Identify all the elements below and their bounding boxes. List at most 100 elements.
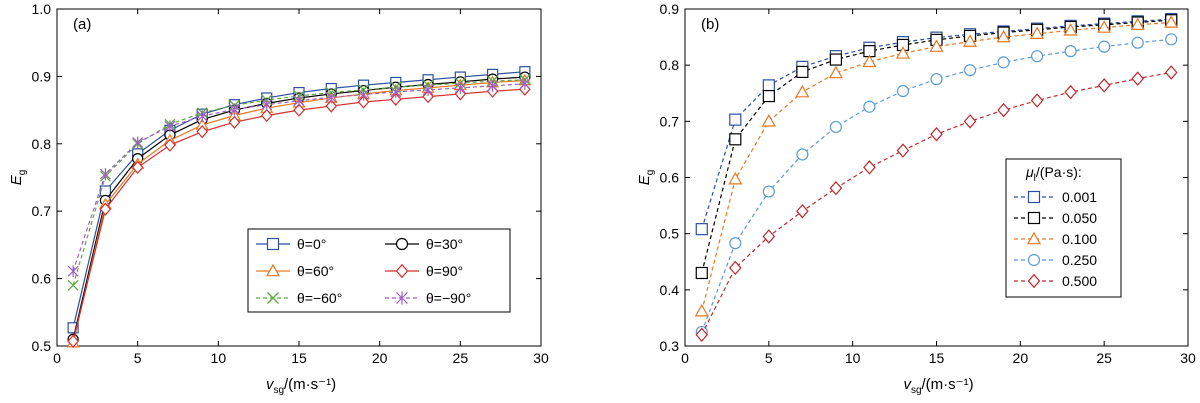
series-5 bbox=[67, 77, 531, 278]
data-point bbox=[196, 110, 208, 123]
data-point bbox=[997, 102, 1010, 118]
data-point bbox=[1030, 93, 1044, 108]
data-point bbox=[694, 303, 709, 317]
legend-label: θ=90° bbox=[426, 263, 463, 279]
data-point bbox=[930, 127, 943, 142]
y-axis-label-sub: g bbox=[645, 170, 656, 176]
legend-item-0: θ=0° bbox=[256, 236, 326, 252]
x-tick-label: 10 bbox=[845, 350, 861, 366]
data-point bbox=[1063, 23, 1078, 36]
data-point bbox=[1064, 45, 1077, 58]
data-point bbox=[164, 120, 176, 133]
data-point bbox=[1131, 36, 1144, 49]
legend-label: θ=60° bbox=[297, 263, 334, 279]
data-point bbox=[829, 120, 843, 134]
data-point bbox=[196, 125, 208, 139]
series-line bbox=[701, 38, 1172, 333]
x-tick-label: 10 bbox=[211, 350, 227, 366]
data-point bbox=[863, 160, 876, 175]
data-point bbox=[963, 64, 977, 77]
data-point bbox=[729, 237, 742, 250]
data-point bbox=[67, 322, 79, 334]
y-tick-label: 1.0 bbox=[32, 1, 52, 17]
data-point bbox=[962, 34, 978, 47]
data-point bbox=[796, 65, 809, 79]
data-point bbox=[795, 84, 810, 98]
data-point bbox=[67, 265, 79, 278]
data-point bbox=[1030, 26, 1045, 39]
data-point bbox=[796, 203, 809, 219]
data-point bbox=[519, 77, 531, 90]
series-4 bbox=[695, 65, 1178, 343]
x-tick-label: 30 bbox=[1180, 350, 1196, 366]
data-point bbox=[454, 81, 466, 94]
data-point bbox=[863, 100, 876, 113]
y-tick-label: 0.4 bbox=[660, 282, 680, 298]
data-point bbox=[1030, 50, 1044, 63]
data-point bbox=[930, 73, 943, 86]
legend-title-unit: /(Pa·s): bbox=[1036, 164, 1082, 180]
legend-box bbox=[247, 228, 511, 313]
data-point bbox=[896, 143, 910, 158]
data-point bbox=[132, 136, 144, 149]
legend-title: μl/(Pa·s): bbox=[1025, 164, 1082, 184]
y-tick-label: 0.3 bbox=[660, 338, 680, 354]
legend-title-sub: l bbox=[1034, 173, 1036, 184]
legend-label: 0.250 bbox=[1062, 252, 1097, 268]
y-axis-label: Eg bbox=[636, 170, 656, 186]
data-point bbox=[895, 46, 911, 59]
x-tick-label: 0 bbox=[681, 350, 689, 366]
y-tick-label: 0.7 bbox=[660, 113, 680, 129]
legend-title-main: μ bbox=[1025, 164, 1034, 180]
x-axis-label: vsg/(m·s⁻¹) bbox=[903, 376, 973, 396]
panel-label: (b) bbox=[701, 16, 719, 33]
x-axis-label-sub: sg bbox=[911, 385, 922, 396]
data-point bbox=[729, 133, 742, 146]
legend-item-4: 0.500 bbox=[1014, 273, 1097, 289]
legend-label: θ=−90° bbox=[426, 290, 471, 306]
data-point bbox=[762, 89, 775, 103]
y-axis-label-sub: g bbox=[17, 170, 28, 176]
x-tick-label: 15 bbox=[929, 350, 945, 366]
data-point bbox=[728, 171, 743, 185]
data-point bbox=[293, 103, 305, 117]
data-point bbox=[963, 114, 977, 129]
legend-item-1: θ=30° bbox=[385, 236, 463, 252]
data-point bbox=[1165, 33, 1178, 46]
data-point bbox=[325, 99, 338, 113]
legend-label: θ=30° bbox=[426, 236, 463, 252]
y-tick-label: 0.6 bbox=[660, 170, 680, 186]
data-point bbox=[1097, 20, 1112, 33]
data-point bbox=[762, 185, 775, 198]
y-tick-label: 0.5 bbox=[32, 338, 52, 354]
data-point bbox=[695, 327, 709, 343]
legend-item-5: θ=−90° bbox=[385, 290, 471, 306]
data-point bbox=[1064, 84, 1077, 100]
y-axis-label: Eg bbox=[8, 170, 28, 186]
data-point bbox=[390, 92, 402, 106]
y-tick-label: 0.9 bbox=[32, 68, 52, 84]
x-tick-label: 25 bbox=[453, 350, 469, 366]
y-tick-label: 0.7 bbox=[32, 203, 52, 219]
data-point bbox=[390, 85, 402, 98]
series-line bbox=[701, 21, 1172, 312]
data-point bbox=[1130, 17, 1145, 31]
x-tick-label: 25 bbox=[1096, 350, 1112, 366]
data-point bbox=[228, 115, 241, 129]
legend-label: θ=0° bbox=[297, 236, 326, 252]
x-axis-label-unit: /(m·s⁻¹) bbox=[284, 376, 336, 393]
x-tick-label: 5 bbox=[134, 350, 142, 366]
series-2 bbox=[694, 15, 1179, 317]
data-point bbox=[729, 260, 742, 276]
data-point bbox=[261, 98, 273, 111]
legend-item-0: 0.001 bbox=[1014, 189, 1097, 205]
data-point bbox=[828, 65, 843, 79]
legend: μl/(Pa·s): 0.001 0.050 0.100 0.250 0.500 bbox=[1005, 158, 1122, 298]
data-point bbox=[829, 180, 843, 196]
data-point bbox=[1131, 71, 1144, 86]
x-axis-label-main: v bbox=[266, 376, 275, 393]
data-point bbox=[164, 138, 176, 152]
data-point bbox=[67, 334, 79, 348]
legend-label: 0.001 bbox=[1062, 189, 1097, 205]
